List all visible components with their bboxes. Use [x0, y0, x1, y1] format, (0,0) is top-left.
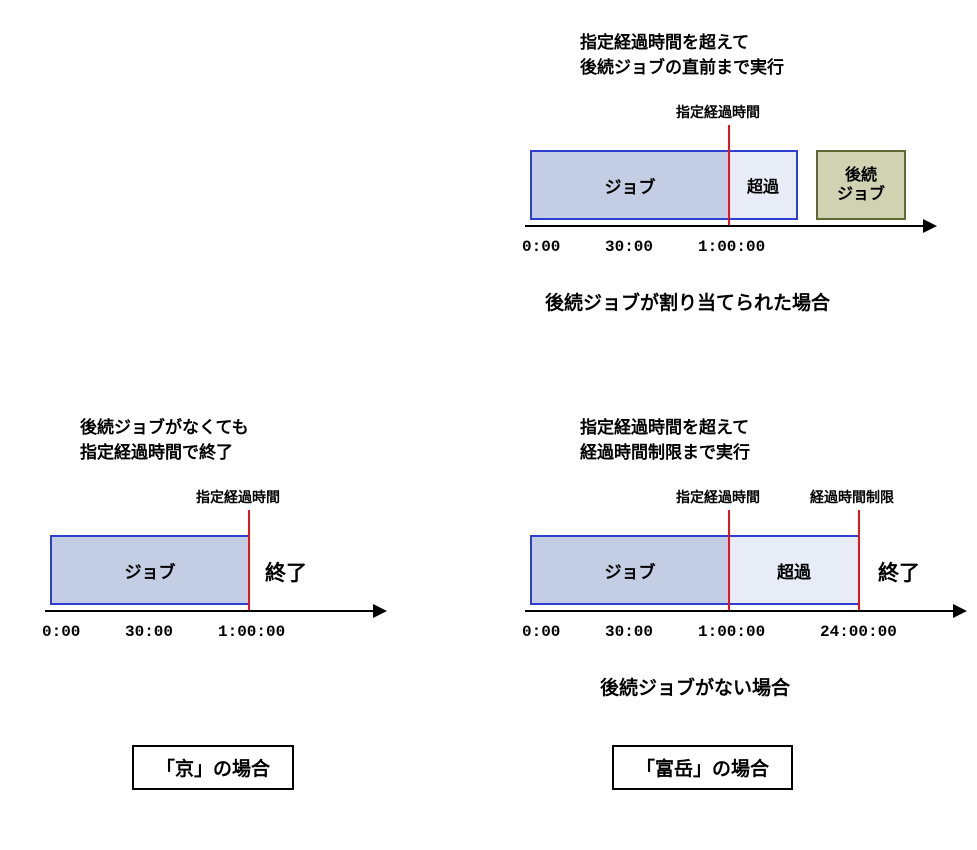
- job-label: ジョブ: [605, 558, 656, 583]
- axis-arrow: [953, 604, 967, 618]
- tick-1h: 1:00:00: [218, 623, 285, 641]
- next-job-line1: 後続: [845, 166, 877, 185]
- end-label: 終了: [265, 557, 307, 587]
- axis: [525, 225, 925, 227]
- tick-24h: 24:00:00: [820, 623, 897, 641]
- tick-1h: 1:00:00: [698, 238, 765, 256]
- excess-box: 超過: [728, 150, 798, 220]
- axis-arrow: [923, 219, 937, 233]
- tick-0: 0:00: [522, 238, 560, 256]
- axis: [525, 610, 955, 612]
- excess-box: 超過: [728, 535, 860, 605]
- case-box-left: 「京」の場合: [132, 745, 294, 790]
- tick-30: 30:00: [605, 238, 653, 256]
- tick-0: 0:00: [42, 623, 80, 641]
- title-line2: 指定経過時間で終了: [80, 440, 233, 466]
- caption: 後続ジョブがない場合: [600, 673, 790, 700]
- caption: 後続ジョブが割り当てられた場合: [545, 288, 830, 315]
- tick-0: 0:00: [522, 623, 560, 641]
- diagram-top-right: 指定経過時間を超えて 後続ジョブの直前まで実行 指定経過時間 ジョブ 超過 後続…: [510, 30, 977, 350]
- diagram-bottom-left: 後続ジョブがなくても 指定経過時間で終了 指定経過時間 ジョブ 終了 0:00 …: [40, 415, 460, 695]
- case-left-label: 「京」の場合: [156, 759, 270, 780]
- tick-1h: 1:00:00: [698, 623, 765, 641]
- job-box: ジョブ: [530, 535, 730, 605]
- marker-limit: [858, 510, 860, 610]
- tick-30: 30:00: [125, 623, 173, 641]
- job-label: ジョブ: [125, 558, 176, 583]
- case-right-label: 「富岳」の場合: [636, 759, 769, 780]
- marker-specified: [728, 510, 730, 610]
- title-line2: 後続ジョブの直前まで実行: [580, 55, 784, 81]
- marker-label-limit: 経過時間制限: [810, 487, 894, 507]
- marker-label-specified: 指定経過時間: [676, 487, 760, 507]
- case-box-right: 「富岳」の場合: [612, 745, 793, 790]
- title-line1: 後続ジョブがなくても: [80, 415, 249, 441]
- excess-label: 超過: [747, 173, 779, 197]
- job-label: ジョブ: [605, 173, 656, 198]
- axis-arrow: [373, 604, 387, 618]
- tick-30: 30:00: [605, 623, 653, 641]
- diagram-bottom-right: 指定経過時間を超えて 経過時間制限まで実行 指定経過時間 経過時間制限 ジョブ …: [510, 415, 977, 735]
- next-job-box: 後続 ジョブ: [816, 150, 906, 220]
- job-box: ジョブ: [50, 535, 250, 605]
- diagram-container: 指定経過時間を超えて 後続ジョブの直前まで実行 指定経過時間 ジョブ 超過 後続…: [20, 20, 977, 830]
- title-line2: 経過時間制限まで実行: [580, 440, 750, 466]
- job-box: ジョブ: [530, 150, 730, 220]
- marker-specified: [728, 125, 730, 225]
- axis: [45, 610, 375, 612]
- title-line1: 指定経過時間を超えて: [580, 30, 749, 56]
- marker-label-specified: 指定経過時間: [196, 487, 280, 507]
- next-job-line2: ジョブ: [837, 185, 885, 204]
- marker-specified: [248, 510, 250, 610]
- excess-label: 超過: [777, 558, 811, 583]
- marker-label-specified: 指定経過時間: [676, 102, 760, 122]
- end-label: 終了: [878, 557, 920, 587]
- title-line1: 指定経過時間を超えて: [580, 415, 749, 441]
